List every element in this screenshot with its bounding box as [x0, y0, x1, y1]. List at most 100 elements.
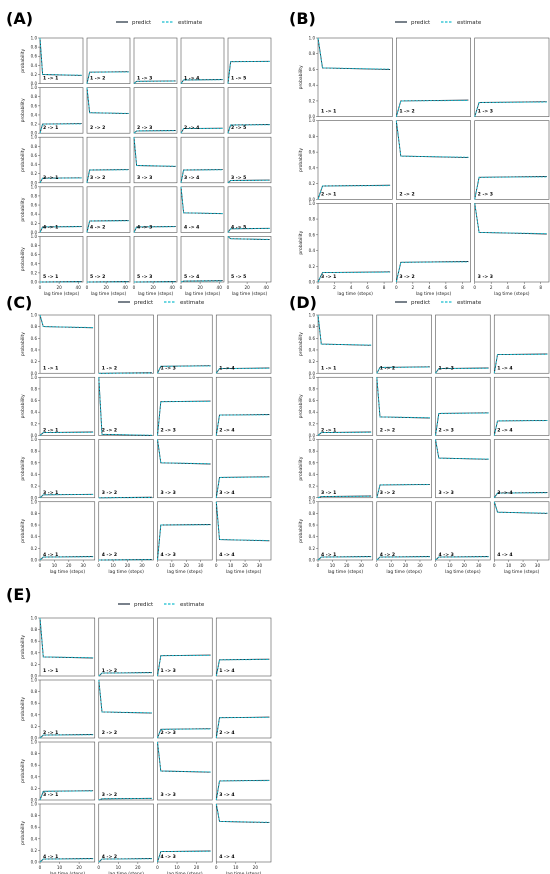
subplot-frame	[435, 501, 491, 561]
subplot: 1 -> 4	[493, 314, 550, 374]
x-axis-label: lag time (steps)	[167, 569, 203, 575]
y-tick-label: 0.0	[31, 230, 38, 235]
estimate-line	[157, 439, 211, 465]
estimate-line	[493, 492, 548, 499]
subplot-frame	[39, 37, 84, 84]
y-tick-label: 0.4	[31, 712, 38, 717]
estimate-line	[376, 377, 430, 419]
subplot: 3 -> 3	[133, 136, 178, 184]
estimate-line	[395, 120, 469, 158]
subplot-label: 1 -> 2	[380, 365, 395, 371]
estimate-line	[157, 741, 211, 773]
y-tick-label: 0.4	[31, 774, 38, 779]
subplot: 1 -> 1 0.0 0.2 0.4 0.6 0.8 1.0 probability	[20, 313, 96, 376]
subplot-frame	[317, 501, 374, 561]
subplot: 1 -> 3	[474, 37, 550, 117]
subplot-label: 3 -> 1	[43, 175, 58, 181]
subplot-label: 2 -> 2	[102, 730, 117, 736]
x-tick-label: 20	[244, 285, 250, 290]
subplot-label: 2 -> 1	[43, 428, 58, 434]
y-tick-label: 0.0	[31, 798, 38, 803]
y-tick-label: 1.0	[309, 437, 316, 442]
subplot: 3 -> 20 2 4 6 8 lag time (steps)	[395, 203, 471, 297]
subplot-frame	[435, 314, 491, 374]
subplot: 2 -> 2	[98, 376, 154, 436]
x-axis-label: lag time (steps)	[416, 291, 452, 297]
subplot-frame	[215, 314, 272, 374]
x-tick-label: 0	[375, 563, 378, 568]
x-tick-label: 0	[180, 285, 183, 290]
estimate-line	[133, 80, 176, 84]
subplot: 2 -> 3	[133, 87, 178, 134]
subplot-frame	[157, 501, 213, 561]
subplot-label: 1 -> 2	[90, 76, 105, 82]
estimate-line	[39, 494, 94, 499]
subplot-frame	[317, 120, 393, 200]
subplot: 4 -> 1 0.0 0.2 0.4 0.6 0.8 1.0 probability 0 10 20…	[20, 802, 96, 874]
legend-predict-label: predict	[411, 20, 431, 26]
subplot-frame	[86, 87, 131, 134]
y-tick-label: 0.8	[309, 217, 316, 222]
y-tick-label: 0.2	[31, 270, 38, 275]
x-tick-label: 0	[86, 285, 89, 290]
estimate-line	[227, 124, 270, 134]
subplot-label: 1 -> 3	[161, 668, 176, 674]
subplot-label: 2 -> 4	[497, 428, 512, 434]
subplot: 4 -> 1 0.0 0.2 0.4 0.6 0.8 1.0 probability	[20, 184, 84, 235]
x-tick-label: 20	[76, 865, 82, 870]
subplot-frame	[474, 37, 550, 117]
y-axis-label: probability	[298, 65, 304, 89]
y-tick-label: 0.6	[31, 336, 38, 341]
y-tick-label: 0.8	[309, 324, 316, 329]
subplot-frame	[98, 617, 154, 677]
subplot-label: 2 -> 1	[43, 730, 58, 736]
y-tick-label: 0.4	[31, 534, 38, 539]
subplot-frame	[133, 87, 178, 134]
x-tick-label: 20	[197, 285, 203, 290]
subplot-label: 4 -> 1	[43, 224, 58, 230]
y-tick-label: 0.6	[31, 639, 38, 644]
y-tick-label: 0.8	[31, 751, 38, 756]
subplot-label: 3 -> 4	[219, 490, 234, 496]
subplot-frame	[39, 679, 96, 739]
subplot-frame	[39, 136, 84, 184]
x-axis-label: lag time (steps)	[232, 291, 268, 297]
subplot-frame	[227, 37, 272, 84]
subplot-label: 4 -> 4	[219, 854, 234, 860]
x-tick-label: 40	[264, 285, 270, 290]
subplot-label: 3 -> 2	[102, 490, 117, 496]
subplot: 3 -> 1 0.0 0.2 0.4 0.6 0.8 1.0 probability 0 2 4 6 8…	[298, 201, 393, 297]
subplot-label: 1 -> 4	[497, 365, 512, 371]
estimate-line	[493, 353, 548, 374]
subplot: 3 -> 2	[86, 136, 131, 184]
x-tick-label: 0	[39, 865, 42, 870]
x-tick-label: 0	[97, 563, 100, 568]
estimate-line	[39, 556, 94, 561]
subplot-label: 2 -> 3	[161, 730, 176, 736]
x-tick-label: 40	[76, 285, 82, 290]
y-axis-label: probability	[20, 456, 26, 480]
estimate-line	[317, 314, 372, 346]
legend: predict estimate	[118, 300, 205, 306]
y-tick-label: 1.0	[31, 616, 38, 621]
y-tick-label: 1.0	[31, 375, 38, 380]
y-tick-label: 0.4	[309, 248, 316, 253]
subplot-frame	[98, 679, 154, 739]
subplot-frame	[39, 439, 96, 499]
estimate-line	[435, 556, 489, 561]
estimate-line	[215, 367, 270, 374]
subplot-frame	[86, 236, 131, 283]
subplot-label: 3 -> 3	[478, 274, 493, 280]
x-tick-label: 4	[350, 285, 353, 290]
y-tick-label: 0.4	[31, 63, 38, 68]
subplot-label: 1 -> 1	[43, 365, 58, 371]
y-axis-label: probability	[298, 456, 304, 480]
y-axis-label: probability	[20, 697, 26, 721]
y-tick-label: 0.8	[31, 511, 38, 516]
subplot-frame	[86, 186, 131, 233]
y-tick-label: 0.8	[309, 51, 316, 56]
estimate-line	[317, 556, 372, 561]
